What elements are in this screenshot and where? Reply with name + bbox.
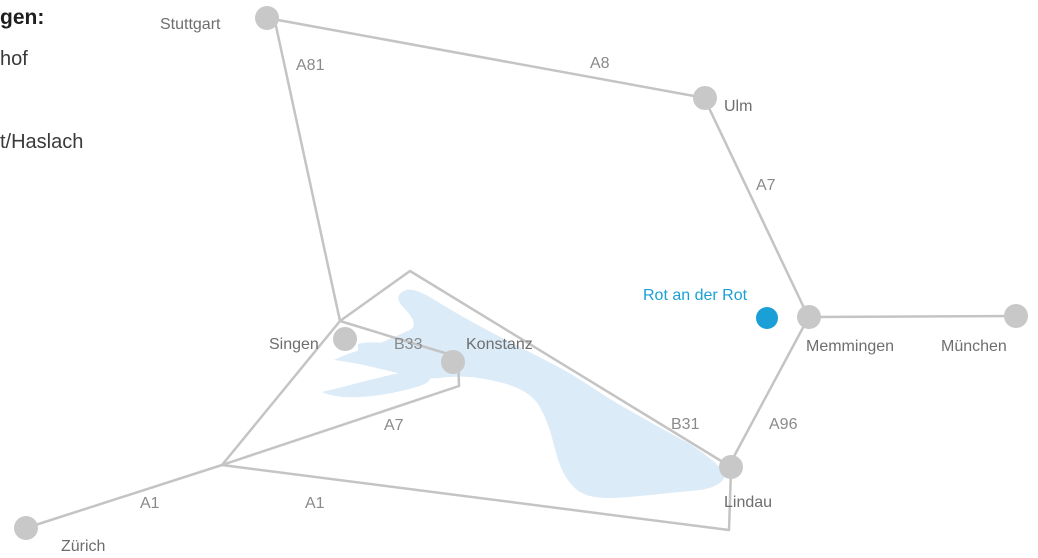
- road-triangle: [338, 269, 733, 469]
- lake-constance: [322, 289, 725, 498]
- road-zuerich-junction: [24, 463, 224, 530]
- city-label-ulm: Ulm: [724, 98, 752, 115]
- road-label-a8: A8: [590, 55, 610, 72]
- city-dot-muenchen: [1004, 304, 1028, 328]
- road-ulm-memmingen: [707, 106, 808, 314]
- directions-line-2: t/Haslach: [0, 131, 84, 153]
- road-memmingen-lindau: [729, 320, 808, 464]
- city-label-lindau: Lindau: [724, 494, 772, 511]
- city-label-muenchen: München: [941, 338, 1007, 355]
- directions-heading: gen:: [0, 6, 45, 29]
- city-label-konstanz: Konstanz: [466, 336, 533, 353]
- city-dot-memmingen: [797, 305, 821, 329]
- road-stuttgart-junction: [274, 24, 342, 323]
- road-label-a1-west: A1: [140, 495, 160, 512]
- road-label-a7-north: A7: [756, 177, 776, 194]
- directions-line-2-clip: t/Haslach: [0, 0, 110, 170]
- road-label-a81: A81: [296, 57, 325, 74]
- city-label-zuerich: Zürich: [61, 538, 105, 555]
- road-junction-lindau: [220, 463, 733, 532]
- road-junction-southwest: [220, 319, 342, 467]
- city-dot-lindau: [719, 455, 743, 479]
- city-dot-singen: [333, 327, 357, 351]
- city-label-stuttgart: Stuttgart: [160, 16, 221, 33]
- road-memmingen-muenchen: [808, 314, 1017, 319]
- road-label-a1-east: A1: [305, 495, 325, 512]
- city-dot-stuttgart: [255, 6, 279, 30]
- road-konstanz-junction: [220, 384, 461, 467]
- destination-dot-rot-an-der-rot: [756, 307, 778, 329]
- road-stuttgart-ulm: [265, 16, 707, 100]
- city-dot-ulm: [693, 86, 717, 110]
- city-label-memmingen: Memmingen: [806, 338, 894, 355]
- directions-heading-clip: gen:: [0, 0, 62, 170]
- city-label-singen: Singen: [269, 336, 319, 353]
- road-label-a7-south: A7: [384, 417, 404, 434]
- lake-constance-upper-arm: [358, 342, 448, 373]
- destination-label-rot-an-der-rot: Rot an der Rot: [643, 287, 748, 304]
- road-label-b33: B33: [394, 336, 423, 353]
- road-label-b31: B31: [671, 416, 700, 433]
- city-dot-konstanz: [441, 350, 465, 374]
- city-dot-zuerich: [14, 516, 38, 540]
- directions-line-1-clip: hof: [0, 0, 62, 170]
- road-label-a96: A96: [769, 416, 798, 433]
- directions-line-1: hof: [0, 48, 28, 70]
